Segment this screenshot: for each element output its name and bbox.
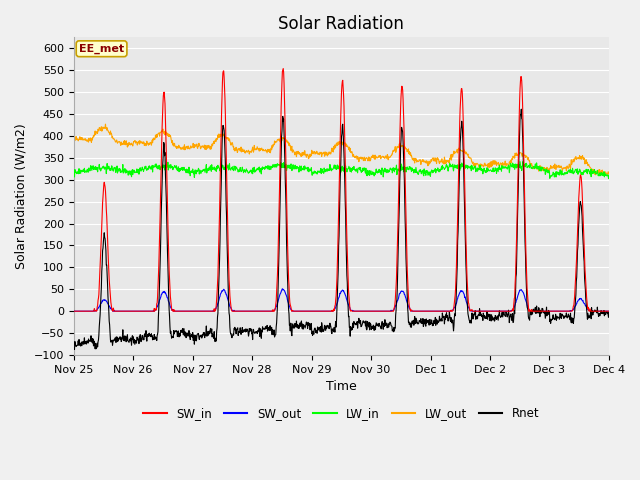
- SW_out: [445, 308, 452, 314]
- LW_out: [376, 153, 383, 159]
- LW_in: [104, 166, 112, 172]
- LW_out: [472, 161, 480, 167]
- LW_in: [605, 176, 612, 181]
- LW_in: [519, 159, 527, 165]
- SW_in: [70, 308, 77, 314]
- Line: Rnet: Rnet: [74, 109, 609, 349]
- LW_in: [605, 173, 612, 179]
- SW_out: [104, 300, 112, 306]
- X-axis label: Time: Time: [326, 380, 356, 393]
- SW_out: [568, 308, 575, 314]
- SW_in: [472, 308, 480, 314]
- SW_in: [106, 277, 113, 283]
- LW_out: [568, 162, 575, 168]
- LW_out: [70, 133, 77, 139]
- SW_in: [280, 66, 287, 72]
- LW_in: [444, 168, 452, 174]
- Y-axis label: Solar Radiation (W/m2): Solar Radiation (W/m2): [15, 123, 28, 269]
- Line: SW_out: SW_out: [74, 289, 609, 311]
- Rnet: [568, 320, 576, 325]
- LW_in: [568, 168, 575, 174]
- Rnet: [70, 346, 77, 352]
- Text: EE_met: EE_met: [79, 44, 124, 54]
- SW_in: [445, 308, 452, 314]
- SW_in: [568, 308, 575, 314]
- SW_out: [605, 308, 612, 314]
- SW_out: [472, 308, 480, 314]
- SW_in: [605, 308, 612, 314]
- LW_out: [445, 159, 452, 165]
- Line: SW_in: SW_in: [74, 69, 609, 311]
- SW_out: [376, 308, 383, 314]
- Rnet: [376, 323, 383, 328]
- SW_out: [106, 303, 113, 309]
- Rnet: [518, 107, 525, 112]
- SW_out: [70, 308, 77, 314]
- Legend: SW_in, SW_out, LW_in, LW_out, Rnet: SW_in, SW_out, LW_in, LW_out, Rnet: [138, 402, 544, 425]
- Rnet: [106, 322, 113, 328]
- LW_out: [592, 172, 600, 178]
- SW_in: [104, 248, 112, 254]
- LW_in: [375, 167, 383, 172]
- LW_in: [70, 172, 77, 178]
- LW_in: [106, 165, 113, 170]
- Rnet: [472, 314, 480, 320]
- Rnet: [445, 315, 452, 321]
- Rnet: [70, 347, 78, 352]
- Line: LW_in: LW_in: [74, 162, 609, 179]
- SW_in: [376, 308, 383, 314]
- LW_out: [104, 129, 112, 134]
- Line: LW_out: LW_out: [74, 124, 609, 175]
- Rnet: [605, 310, 612, 315]
- SW_out: [278, 286, 286, 292]
- Rnet: [104, 301, 112, 307]
- Title: Solar Radiation: Solar Radiation: [278, 15, 404, 33]
- LW_in: [472, 169, 479, 175]
- LW_out: [605, 171, 612, 177]
- LW_out: [102, 121, 109, 127]
- LW_out: [106, 131, 113, 136]
